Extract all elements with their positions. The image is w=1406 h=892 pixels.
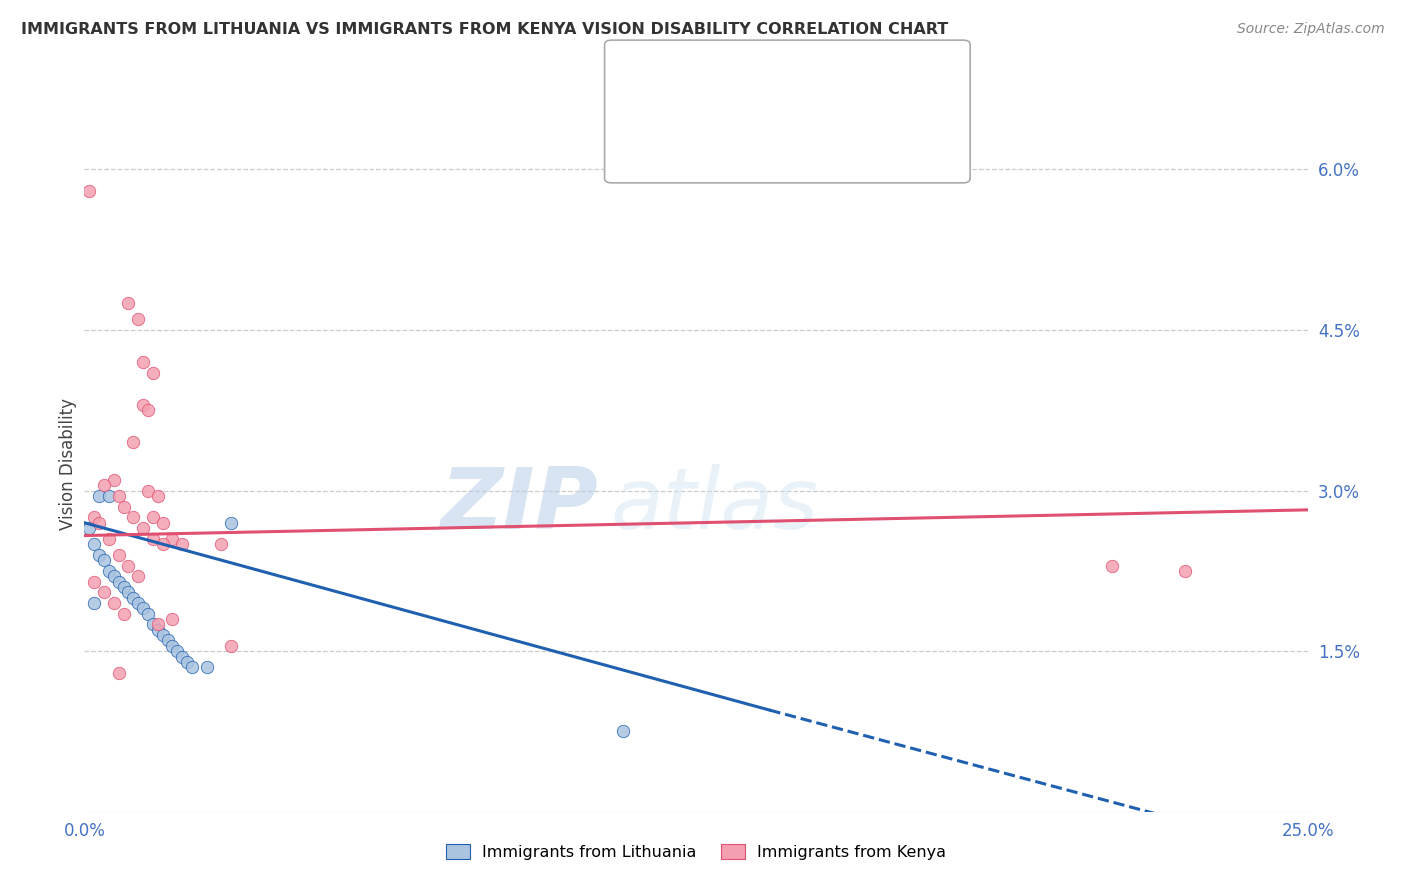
Point — [172, 537, 194, 551]
Point — [107, 548, 129, 562]
Point — [195, 660, 218, 674]
Point — [162, 612, 184, 626]
Point — [142, 532, 165, 546]
Point — [83, 510, 105, 524]
Point — [112, 580, 135, 594]
Point — [97, 489, 120, 503]
Point — [83, 574, 105, 589]
Legend: Immigrants from Lithuania, Immigrants from Kenya: Immigrants from Lithuania, Immigrants fr… — [439, 838, 953, 866]
Point — [122, 435, 145, 450]
Point — [156, 633, 179, 648]
Point — [152, 537, 174, 551]
Point — [87, 548, 110, 562]
Point — [162, 639, 184, 653]
Point — [1174, 564, 1197, 578]
Point — [146, 623, 169, 637]
Text: R =: R = — [678, 75, 713, 93]
Point — [83, 537, 105, 551]
Point — [93, 585, 115, 599]
Point — [146, 617, 169, 632]
Point — [132, 521, 155, 535]
Point — [127, 569, 149, 583]
Point — [103, 473, 125, 487]
Point — [132, 601, 155, 615]
Text: -0.405: -0.405 — [727, 75, 786, 93]
FancyBboxPatch shape — [633, 120, 665, 160]
Point — [152, 628, 174, 642]
Point — [117, 585, 139, 599]
Point — [152, 516, 174, 530]
Point — [93, 553, 115, 567]
Point — [107, 574, 129, 589]
Point — [103, 596, 125, 610]
FancyBboxPatch shape — [633, 63, 665, 103]
Point — [219, 639, 242, 653]
Text: atlas: atlas — [610, 464, 818, 547]
Text: N =: N = — [827, 131, 863, 149]
Point — [1101, 558, 1123, 573]
Point — [103, 569, 125, 583]
Point — [122, 591, 145, 605]
Text: IMMIGRANTS FROM LITHUANIA VS IMMIGRANTS FROM KENYA VISION DISABILITY CORRELATION: IMMIGRANTS FROM LITHUANIA VS IMMIGRANTS … — [21, 22, 948, 37]
Point — [97, 564, 120, 578]
Point — [117, 296, 139, 310]
Point — [142, 366, 165, 380]
Point — [117, 558, 139, 573]
Point — [83, 596, 105, 610]
Point — [122, 510, 145, 524]
Point — [132, 398, 155, 412]
Point — [127, 312, 149, 326]
Text: R =: R = — [678, 131, 713, 149]
Text: ZIP: ZIP — [440, 464, 598, 547]
Point — [136, 403, 159, 417]
Point — [77, 521, 100, 535]
Point — [136, 607, 159, 621]
Point — [97, 532, 120, 546]
Point — [181, 660, 204, 674]
Point — [77, 184, 100, 198]
Point — [162, 532, 184, 546]
Point — [172, 649, 194, 664]
Point — [136, 483, 159, 498]
Text: 38: 38 — [877, 131, 901, 149]
Y-axis label: Vision Disability: Vision Disability — [59, 398, 77, 530]
Text: Source: ZipAtlas.com: Source: ZipAtlas.com — [1237, 22, 1385, 37]
Point — [107, 489, 129, 503]
Text: N =: N = — [827, 75, 863, 93]
Point — [132, 355, 155, 369]
Point — [127, 596, 149, 610]
Point — [112, 500, 135, 514]
Point — [176, 655, 198, 669]
Point — [219, 516, 242, 530]
Point — [87, 516, 110, 530]
Point — [166, 644, 188, 658]
Text: 28: 28 — [877, 75, 901, 93]
Point — [93, 478, 115, 492]
Point — [146, 489, 169, 503]
Point — [142, 510, 165, 524]
Text: 0.037: 0.037 — [727, 131, 785, 149]
Point — [112, 607, 135, 621]
Point — [87, 489, 110, 503]
Point — [142, 617, 165, 632]
Point — [612, 724, 634, 739]
Point — [107, 665, 129, 680]
Point — [209, 537, 232, 551]
